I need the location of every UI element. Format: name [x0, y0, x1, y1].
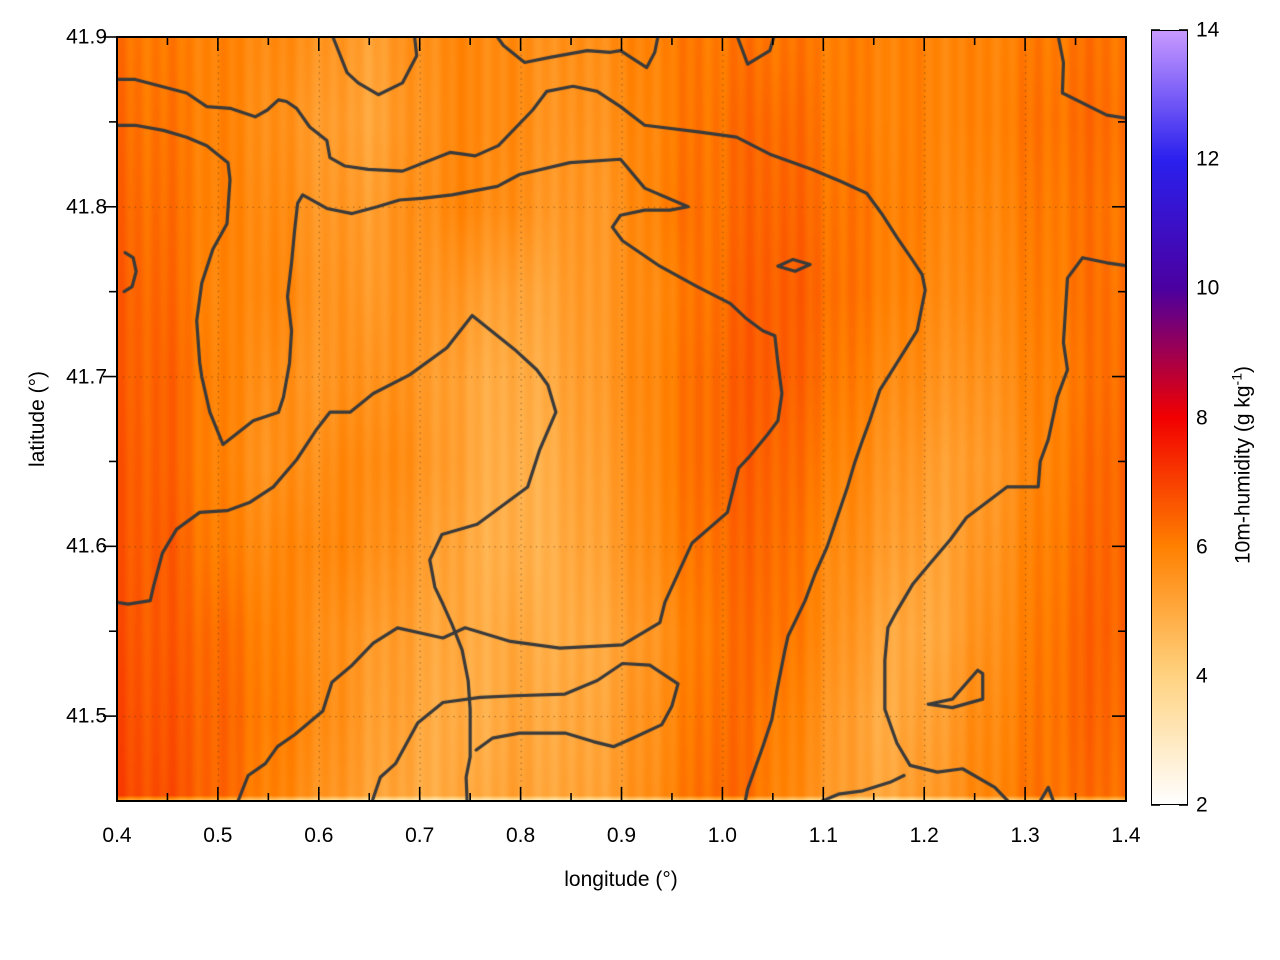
y-tick-label: 41.6 — [66, 534, 107, 558]
x-tick-label: 1.2 — [909, 824, 939, 847]
x-tick-label: 1.3 — [1010, 824, 1040, 847]
y-tick-label: 41.8 — [66, 195, 107, 219]
colorbar-title-sup: -1 — [1228, 372, 1245, 386]
colorbar-title-suffix: ) — [1231, 365, 1255, 373]
x-axis-title: longitude (°) — [564, 868, 678, 891]
x-tick-label: 0.8 — [505, 824, 536, 847]
y-tick-label: 41.7 — [66, 365, 107, 389]
colorbar-tick-label: 4 — [1196, 664, 1208, 688]
x-tick-label: 0.7 — [405, 824, 435, 847]
colorbar-tick-label: 12 — [1196, 147, 1220, 171]
heatmap-canvas — [117, 37, 1126, 801]
colorbar-title: 10m-humidity (g kg-1) — [1229, 366, 1256, 564]
colorbar-tick-label: 6 — [1196, 535, 1208, 559]
colorbar — [1151, 30, 1188, 805]
x-tick-label: 0.4 — [102, 824, 132, 847]
colorbar-tick-label: 14 — [1196, 18, 1220, 42]
x-tick-label: 0.6 — [304, 824, 334, 847]
y-tick-label: 41.9 — [66, 25, 107, 49]
x-tick-label: 0.9 — [606, 824, 637, 847]
colorbar-title-text: 10m-humidity (g kg — [1231, 385, 1255, 565]
y-tick-label: 41.5 — [66, 704, 107, 728]
colorbar-tick-label: 8 — [1196, 406, 1208, 429]
x-tick-label: 0.5 — [203, 824, 233, 847]
colorbar-tick-label: 10 — [1196, 276, 1220, 300]
x-tick-label: 1.4 — [1111, 824, 1141, 847]
x-tick-label: 1.1 — [808, 824, 838, 847]
colorbar-tick-label: 2 — [1196, 793, 1208, 817]
x-tick-label: 1.0 — [707, 824, 737, 847]
